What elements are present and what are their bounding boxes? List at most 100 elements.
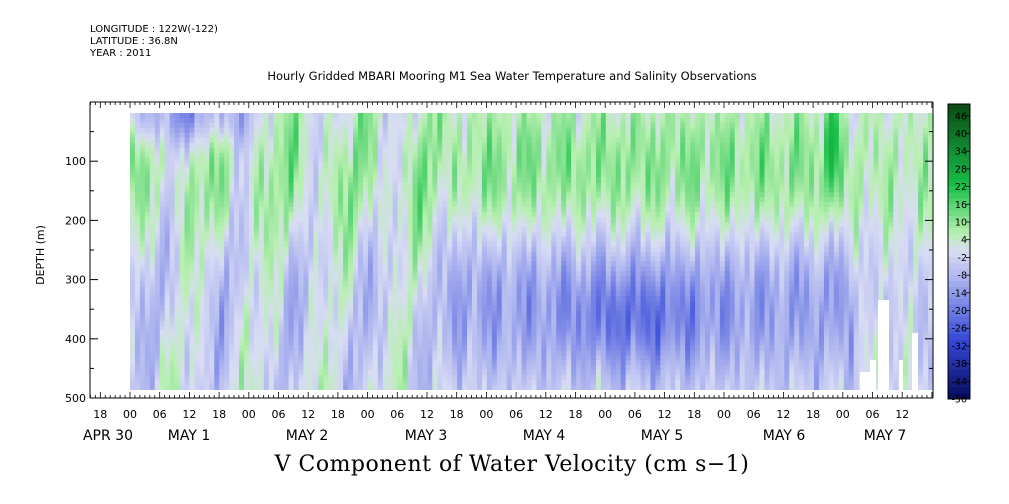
heatmap-cell [328,380,334,386]
heatmap-cell [209,147,215,154]
heatmap-cell [387,113,394,119]
heatmap-cell [328,251,334,258]
heatmap-cell [501,286,508,292]
heatmap-cell [397,365,404,371]
heatmap-cell [288,296,295,302]
heatmap-cell [353,266,359,272]
heatmap-cell [253,261,260,267]
heatmap-cell [209,177,215,183]
heatmap-cell [283,226,290,233]
heatmap-cell [348,256,354,262]
heatmap-cell [184,305,191,312]
heatmap-cell [491,340,498,347]
heatmap-cell [472,231,478,238]
heatmap-cell [442,320,448,327]
heatmap-cell [144,197,151,203]
heatmap-cell [204,241,210,248]
heatmap-cell [283,370,290,376]
heatmap-cell [506,211,513,218]
heatmap-cell [298,385,305,390]
heatmap-cell [298,330,305,337]
heatmap-cell [204,281,210,287]
heatmap-cell [244,113,250,119]
heatmap-cell [427,113,433,119]
heatmap-cell [526,236,533,243]
heatmap-cell [506,355,513,361]
heatmap-cell [541,147,547,154]
heatmap-cell [194,113,200,119]
heatmap-cell [278,360,285,366]
heatmap-cell [258,211,265,218]
heatmap-cell [333,335,339,342]
heatmap-cell [253,345,260,352]
heatmap-cell [437,172,443,178]
heatmap-cell [402,211,409,218]
heatmap-cell [546,251,552,258]
heatmap-cell [447,300,453,307]
heatmap-cell [288,355,295,361]
heatmap-cell [566,216,572,223]
heatmap-cell [184,251,191,258]
heatmap-cell [154,241,161,248]
heatmap-cell [313,300,319,307]
heatmap-cell [273,202,280,208]
heatmap-cell [348,113,354,119]
heatmap-cell [457,172,463,178]
heatmap-cell [392,127,399,134]
heatmap-cell [338,147,344,154]
heatmap-cell [179,276,186,282]
heatmap-cell [496,142,503,149]
heatmap-cell [521,325,528,332]
heatmap-cell [174,192,181,198]
heatmap-cell [452,276,458,282]
heatmap-cell [382,310,389,317]
heatmap-cell [338,142,344,149]
heatmap-cell [164,162,171,169]
heatmap-cell [457,231,463,238]
heatmap-cell [511,380,518,386]
heatmap-cell [486,370,493,376]
heatmap-cell [362,231,369,238]
heatmap-cell [442,113,448,119]
heatmap-cell [417,305,424,312]
heatmap-cell [209,340,215,347]
heatmap-cell [447,345,453,352]
heatmap-cell [199,216,205,223]
heatmap-cell [283,355,290,361]
heatmap-cell [472,256,478,262]
heatmap-cell [149,132,156,139]
heatmap-cell [308,147,314,154]
heatmap-cell [268,315,275,322]
heatmap-cell [308,320,314,327]
heatmap-cell [516,365,523,371]
heatmap-cell [318,147,324,154]
heatmap-cell [387,281,394,287]
heatmap-cell [501,340,508,347]
heatmap-cell [348,177,354,183]
heatmap-cell [258,206,265,213]
heatmap-cell [407,162,414,169]
heatmap-cell [432,172,438,178]
heatmap-cell [387,291,394,297]
heatmap-cell [427,137,433,144]
heatmap-cell [214,216,220,223]
heatmap-cell [333,162,339,169]
heatmap-cell [427,157,433,164]
heatmap-cell [536,350,543,356]
heatmap-cell [536,137,543,144]
heatmap-cell [353,216,359,223]
heatmap-cell [130,157,136,164]
heatmap-cell [194,305,200,312]
heatmap-cell [392,211,399,218]
heatmap-cell [154,127,161,134]
heatmap-cell [283,177,290,183]
heatmap-cell [452,117,458,124]
heatmap-cell [134,231,141,238]
heatmap-cell [134,117,141,124]
heatmap-cell [258,355,265,361]
heatmap-cell [546,350,552,356]
heatmap-cell [417,211,424,218]
heatmap-cell [437,340,443,347]
heatmap-cell [159,291,166,297]
heatmap-cell [239,122,245,129]
